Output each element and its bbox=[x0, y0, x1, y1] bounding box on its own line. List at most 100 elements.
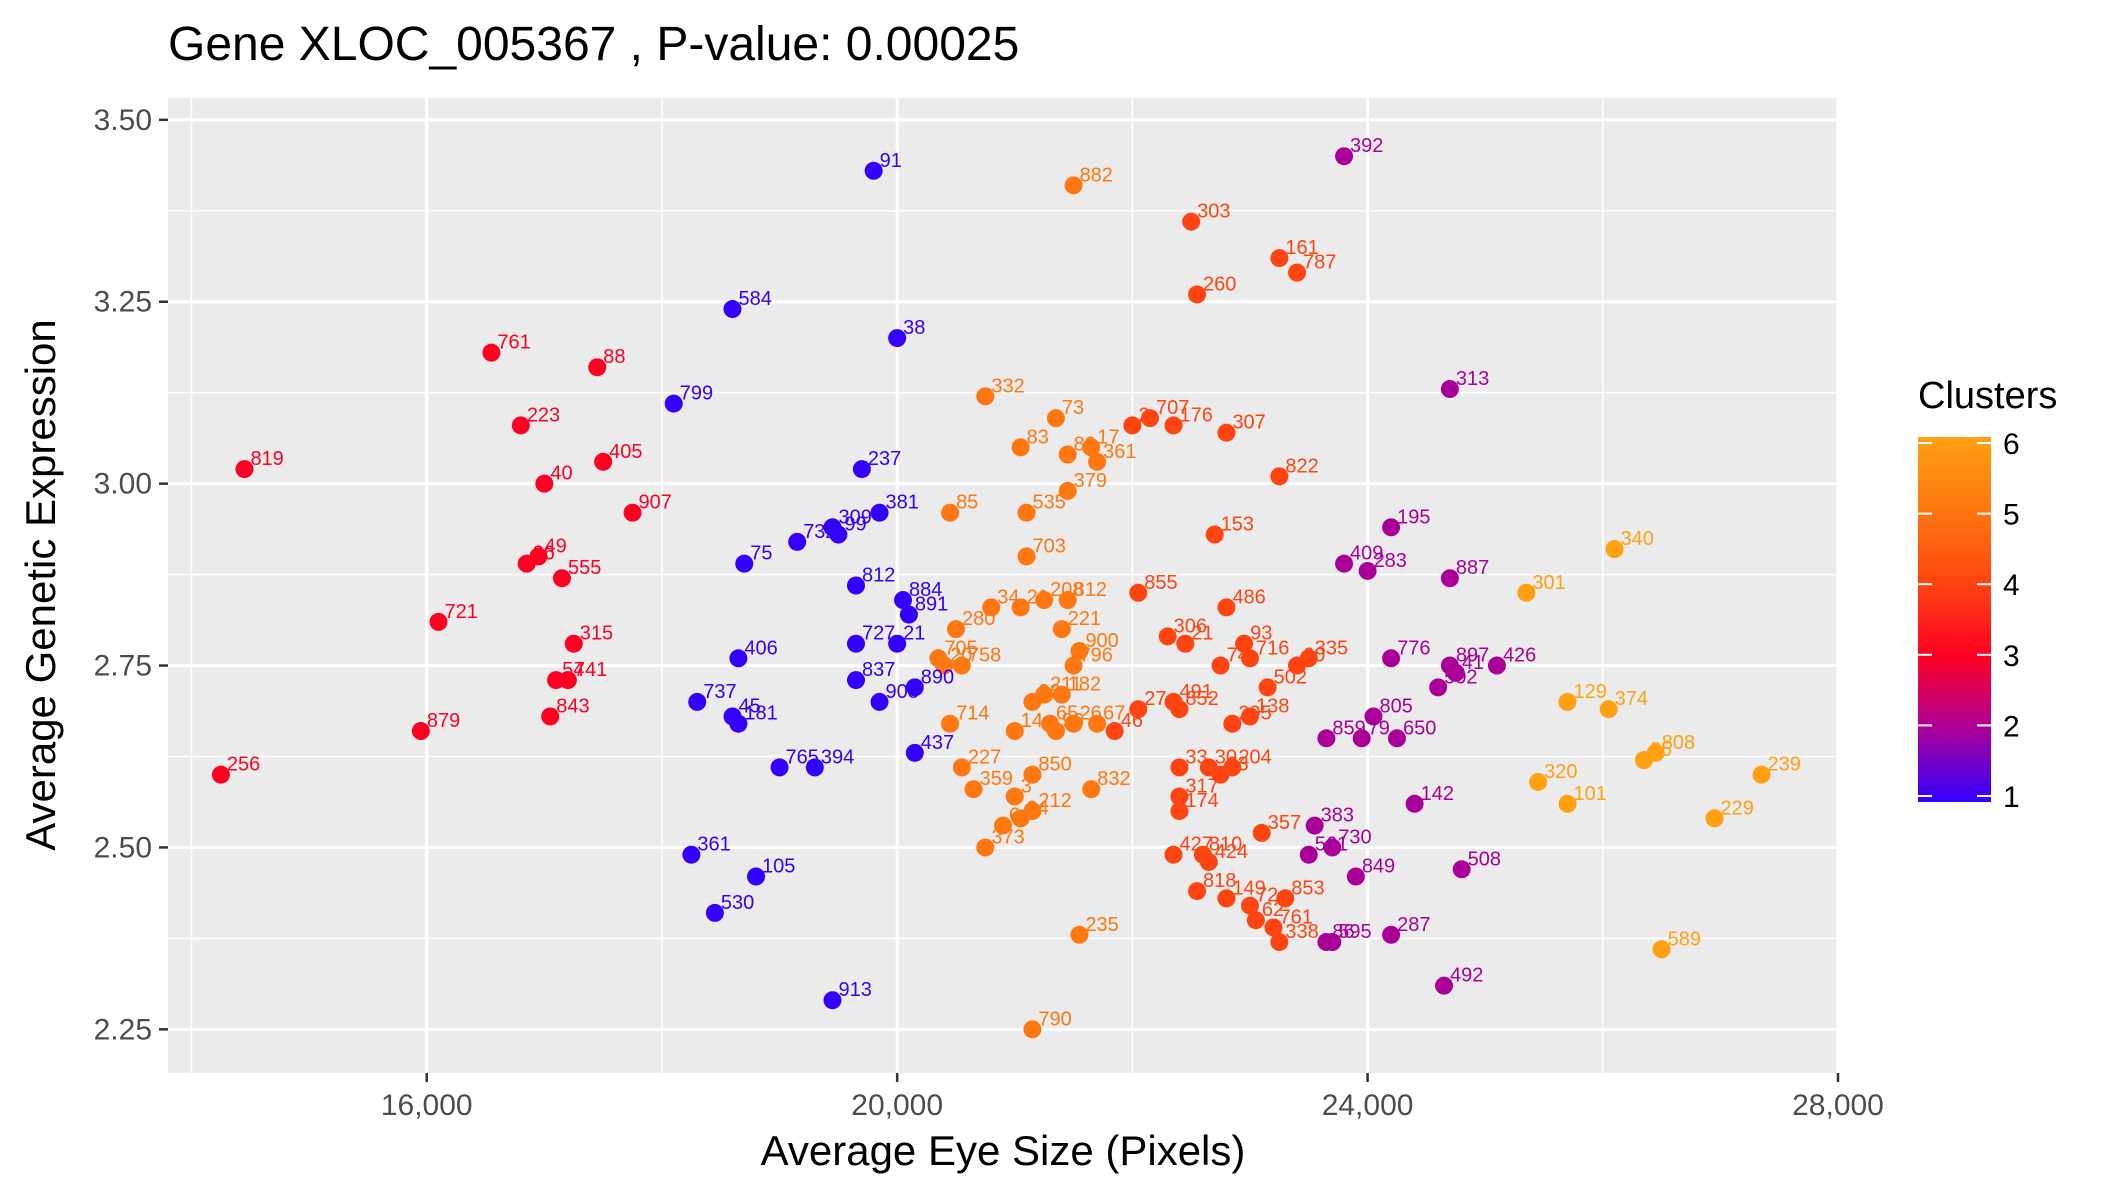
data-point bbox=[1046, 722, 1065, 741]
data-point bbox=[1164, 845, 1183, 864]
data-point bbox=[905, 743, 924, 762]
data-point bbox=[535, 474, 554, 493]
data-point bbox=[1082, 438, 1101, 457]
data-point bbox=[1705, 809, 1724, 828]
point-label: 555 bbox=[568, 557, 601, 579]
point-label: 38 bbox=[903, 317, 925, 339]
data-point bbox=[1123, 416, 1142, 435]
data-point bbox=[1070, 641, 1089, 660]
point-label: 2 bbox=[1138, 404, 1149, 426]
point-label: 30 bbox=[1215, 746, 1237, 768]
point-label: 805 bbox=[1379, 695, 1412, 717]
legend-tick-label: 2 bbox=[2003, 710, 2020, 743]
point-label: 409 bbox=[1350, 543, 1383, 565]
data-point bbox=[682, 845, 701, 864]
legend-tick-label: 5 bbox=[2003, 499, 2020, 532]
point-label: 508 bbox=[1468, 848, 1501, 870]
point-label: 338 bbox=[1285, 921, 1318, 943]
data-point bbox=[1364, 707, 1383, 726]
point-label: 852 bbox=[1185, 688, 1218, 710]
data-point bbox=[905, 678, 924, 697]
data-point bbox=[1082, 780, 1101, 799]
data-point bbox=[558, 671, 577, 690]
data-point bbox=[594, 452, 613, 471]
point-label: 332 bbox=[991, 375, 1024, 397]
point-label: 49 bbox=[544, 535, 566, 557]
data-point bbox=[729, 649, 748, 668]
point-label: 91 bbox=[880, 150, 902, 172]
point-label: 208 bbox=[1050, 579, 1083, 601]
legend-colorbar bbox=[1918, 437, 1991, 802]
data-point bbox=[1017, 547, 1036, 566]
data-point bbox=[1487, 656, 1506, 675]
data-point bbox=[1288, 656, 1307, 675]
point-label: 237 bbox=[868, 448, 901, 470]
data-points bbox=[211, 147, 1771, 1039]
data-point bbox=[805, 758, 824, 777]
point-label: 502 bbox=[1444, 666, 1477, 688]
point-label: 36 bbox=[533, 543, 555, 565]
point-label: 535 bbox=[1033, 492, 1066, 514]
point-label: 879 bbox=[427, 710, 460, 732]
point-label: 790 bbox=[1038, 1008, 1071, 1030]
point-label: 204 bbox=[1238, 746, 1271, 768]
data-point bbox=[623, 503, 642, 522]
point-label: 301 bbox=[1532, 572, 1565, 594]
data-point bbox=[1634, 751, 1653, 770]
point-label: 67 bbox=[1103, 703, 1125, 725]
data-point bbox=[1023, 1020, 1042, 1039]
point-label: 808 bbox=[1662, 732, 1695, 754]
data-point bbox=[1205, 525, 1224, 544]
data-point bbox=[888, 634, 907, 653]
point-label: 373 bbox=[991, 826, 1024, 848]
data-point bbox=[1405, 794, 1424, 813]
data-point bbox=[1052, 620, 1071, 639]
point-label: 357 bbox=[1268, 812, 1301, 834]
point-label: 22 bbox=[1038, 681, 1060, 703]
data-point bbox=[1199, 852, 1218, 871]
data-point bbox=[982, 598, 1001, 617]
point-label: 149 bbox=[1232, 877, 1265, 899]
point-label: 176 bbox=[1180, 404, 1213, 426]
data-point bbox=[664, 394, 683, 413]
data-point bbox=[1170, 802, 1189, 821]
y-axis: 2.25 2.50 2.75 3.00 3.25 3.50 bbox=[94, 104, 168, 1046]
point-label: 17 bbox=[1097, 426, 1119, 448]
point-label: 317 bbox=[1185, 776, 1218, 798]
point-label: 27 bbox=[1144, 688, 1166, 710]
data-point bbox=[1170, 758, 1189, 777]
data-point bbox=[1017, 503, 1036, 522]
point-label: 832 bbox=[1097, 768, 1130, 790]
point-label: 394 bbox=[821, 746, 854, 768]
point-label: 212 bbox=[1038, 790, 1071, 812]
point-label: 502 bbox=[1274, 666, 1307, 688]
point-label: 340 bbox=[1621, 528, 1654, 550]
point-label: 761 bbox=[497, 332, 530, 354]
point-label: 650 bbox=[1403, 717, 1436, 739]
point-label: 315 bbox=[580, 623, 613, 645]
point-label: 732 bbox=[803, 521, 836, 543]
data-point bbox=[1011, 809, 1030, 828]
point-label: 381 bbox=[886, 492, 919, 514]
x-tick-label: 24,000 bbox=[1322, 1089, 1414, 1122]
data-point bbox=[846, 671, 865, 690]
point-label: 45 bbox=[739, 695, 761, 717]
data-point bbox=[747, 867, 766, 886]
data-point bbox=[1164, 416, 1183, 435]
data-point bbox=[994, 816, 1012, 835]
data-point bbox=[852, 460, 871, 479]
point-label: 405 bbox=[609, 441, 642, 463]
point-label: 491 bbox=[1180, 681, 1213, 703]
data-point bbox=[846, 634, 865, 653]
point-label: 758 bbox=[968, 645, 1001, 667]
chart-title: Gene XLOC_005367 , P-value: 0.00025 bbox=[168, 18, 1019, 71]
point-label: 46 bbox=[1121, 710, 1143, 732]
grid-minor bbox=[168, 98, 1838, 1073]
legend-tick-label: 1 bbox=[2003, 781, 2020, 814]
data-point bbox=[1270, 467, 1289, 486]
point-label: 35 bbox=[1650, 739, 1672, 761]
data-point bbox=[1446, 663, 1465, 682]
data-point bbox=[1558, 794, 1577, 813]
point-label: 897 bbox=[1456, 645, 1489, 667]
data-point bbox=[1058, 481, 1077, 500]
